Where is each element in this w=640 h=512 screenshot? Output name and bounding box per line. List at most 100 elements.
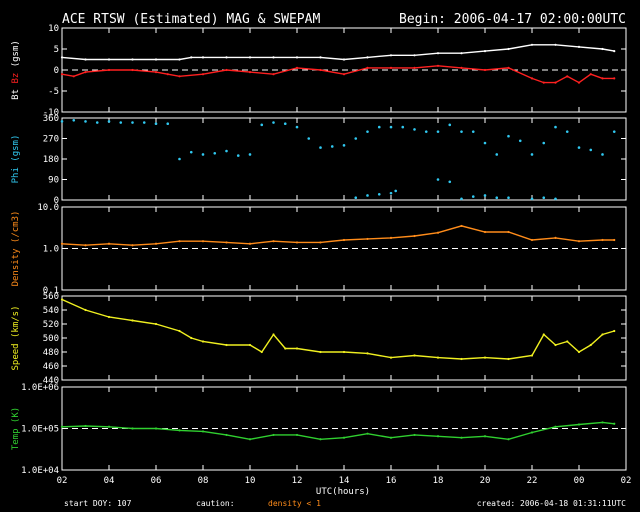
data-point: [295, 66, 299, 69]
data-point: [190, 336, 193, 340]
data-point: [248, 56, 252, 59]
data-point: [295, 241, 299, 244]
data-point: [201, 430, 205, 433]
data-point: [613, 329, 616, 333]
y-axis-label: Density (/cm3): [11, 211, 21, 287]
data-point: [225, 433, 228, 437]
data-point: [460, 197, 463, 201]
x-tick-label: 16: [386, 476, 397, 486]
panel-4: 1.0E+04 1.0E+05 1.0E+06 Temp (K): [11, 383, 627, 476]
data-point: [554, 343, 557, 347]
panel-2: 0.1 1.0 10.0 Density (/cm3): [11, 203, 627, 296]
data-point: [366, 56, 369, 59]
y-tick-label: 440: [43, 376, 59, 386]
data-point: [178, 157, 181, 161]
data-point: [72, 118, 76, 122]
data-point: [483, 141, 487, 145]
data-point: [342, 73, 346, 76]
data-point: [166, 73, 169, 76]
data-point: [589, 148, 593, 152]
y-axis-label-part: Bz: [11, 73, 21, 84]
data-point: [131, 319, 134, 322]
data-point: [601, 153, 604, 156]
y-tick-label: 1.0E+04: [21, 466, 59, 476]
data-point: [483, 194, 487, 197]
x-tick-label: 00: [574, 476, 585, 486]
data-point: [507, 66, 510, 69]
y-tick-label: 560: [43, 292, 59, 302]
data-point: [131, 121, 134, 124]
panels: -10 -5 0 5 10 Bt Bz (gsm) 0 90 180 270 360 Phi (gsm…: [11, 24, 627, 476]
data-point: [448, 123, 452, 127]
data-point: [295, 433, 299, 437]
data-point: [272, 240, 275, 243]
data-point: [413, 354, 416, 357]
data-point: [154, 427, 158, 430]
data-point: [260, 123, 264, 127]
data-point: [554, 81, 557, 84]
y-tick-label: 180: [43, 155, 59, 165]
x-tick-label: 08: [198, 476, 209, 486]
data-point: [272, 121, 275, 124]
title-right: Begin: 2006-04-17 02:00:00UTC: [399, 12, 626, 27]
data-point: [119, 121, 123, 124]
data-point: [178, 58, 181, 61]
y-tick-label: 1.0: [43, 245, 59, 255]
data-point: [178, 329, 181, 333]
y-tick-label: 520: [43, 320, 59, 330]
footer-start-doy: start DOY: 107: [64, 499, 132, 508]
y-axis-label-part: Speed (km/s): [11, 305, 21, 370]
panel-0: -10 -5 0 5 10 Bt Bz (gsm): [11, 24, 627, 118]
data-point: [601, 333, 604, 336]
data-point: [154, 71, 158, 74]
data-point: [342, 238, 346, 242]
data-point: [366, 66, 369, 69]
x-tick-label: 18: [433, 476, 444, 486]
data-point: [366, 130, 369, 133]
data-point: [542, 196, 546, 200]
data-point: [295, 347, 299, 350]
data-point: [460, 224, 463, 228]
x-tick-label: 06: [151, 476, 162, 486]
data-point: [483, 356, 487, 359]
data-point: [613, 422, 616, 425]
data-point: [342, 144, 346, 147]
data-point: [354, 137, 358, 140]
y-axis-label: Phi (gsm): [11, 135, 21, 184]
data-point: [354, 196, 358, 200]
x-tick-label: 02: [57, 476, 68, 486]
data-point: [107, 120, 111, 123]
data-point: [577, 240, 581, 243]
y-tick-label: 480: [43, 348, 59, 358]
x-tick-label: 14: [339, 476, 350, 486]
data-point: [530, 43, 534, 46]
data-point: [601, 421, 604, 424]
data-point: [131, 427, 134, 430]
data-point: [131, 244, 134, 247]
data-point: [495, 196, 499, 200]
data-point: [601, 47, 604, 51]
data-point: [542, 333, 545, 336]
data-point: [84, 308, 87, 312]
data-point: [530, 354, 534, 357]
data-point: [542, 141, 546, 145]
data-point: [613, 50, 616, 53]
data-point: [483, 50, 487, 53]
data-point: [107, 68, 111, 72]
data-point: [60, 56, 64, 59]
data-point: [319, 438, 322, 441]
data-point: [60, 298, 64, 301]
y-tick-label: 360: [43, 114, 59, 124]
data-point: [107, 315, 111, 319]
data-point: [612, 130, 616, 133]
data-point: [460, 357, 463, 361]
data-point: [495, 153, 499, 156]
data-point: [178, 240, 181, 243]
data-point: [284, 347, 287, 350]
data-point: [342, 436, 346, 439]
data-point: [95, 121, 99, 124]
data-point: [154, 322, 158, 326]
data-point: [507, 196, 510, 200]
data-point: [460, 52, 463, 55]
data-point: [436, 231, 440, 234]
